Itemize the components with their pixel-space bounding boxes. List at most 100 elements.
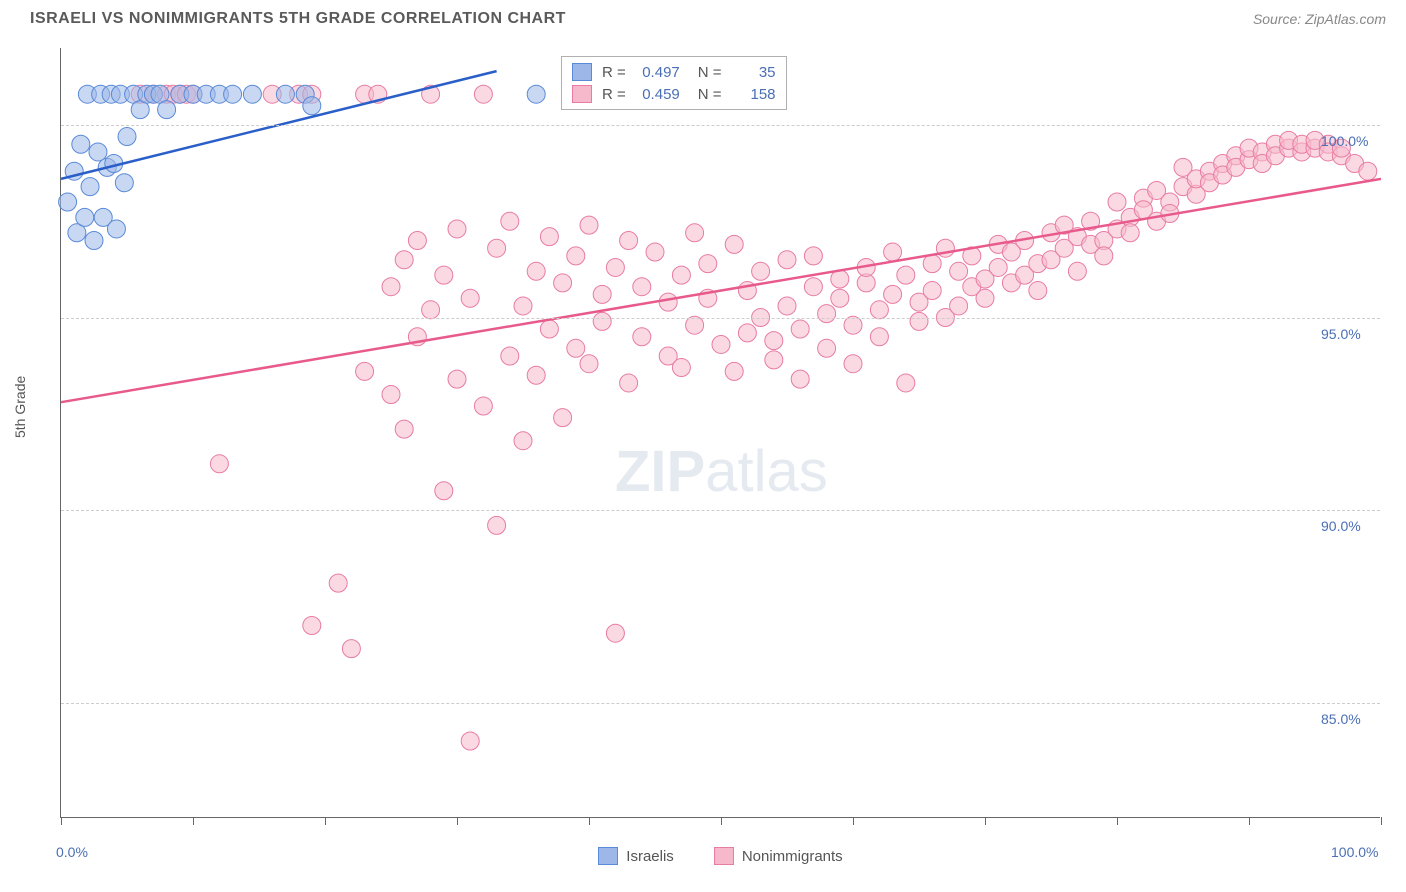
y-tick-label: 100.0% — [1321, 133, 1368, 149]
data-point — [897, 266, 915, 284]
trend-line — [61, 179, 1381, 402]
chart-header: ISRAELI VS NONIMMIGRANTS 5TH GRADE CORRE… — [0, 0, 1406, 36]
legend-swatch-icon — [598, 847, 618, 865]
x-tick — [325, 817, 326, 825]
data-point — [276, 85, 294, 103]
y-tick-label: 90.0% — [1321, 518, 1361, 534]
legend-item: Nonimmigrants — [714, 847, 843, 865]
data-point — [606, 624, 624, 642]
data-point — [950, 262, 968, 280]
data-point — [356, 362, 374, 380]
data-point — [554, 274, 572, 292]
legend-label: Israelis — [626, 848, 674, 865]
data-point — [778, 297, 796, 315]
data-point — [395, 420, 413, 438]
legend-n-label: N = — [698, 86, 722, 103]
data-point — [831, 289, 849, 307]
data-point — [1359, 162, 1377, 180]
chart-source: Source: ZipAtlas.com — [1253, 11, 1386, 27]
data-point — [540, 228, 558, 246]
legend-r-value: 0.497 — [632, 64, 680, 81]
data-point — [303, 617, 321, 635]
data-point — [527, 262, 545, 280]
data-point — [107, 220, 125, 238]
data-point — [738, 324, 756, 342]
chart-title: ISRAELI VS NONIMMIGRANTS 5TH GRADE CORRE… — [30, 10, 566, 28]
data-point — [210, 455, 228, 473]
x-tick — [193, 817, 194, 825]
data-point — [593, 285, 611, 303]
data-point — [501, 347, 519, 365]
data-point — [752, 262, 770, 280]
data-point — [804, 278, 822, 296]
data-point — [580, 216, 598, 234]
legend-r-label: R = — [602, 86, 626, 103]
data-point — [791, 320, 809, 338]
data-point — [501, 212, 519, 230]
data-point — [158, 101, 176, 119]
data-point — [461, 732, 479, 750]
x-tick — [589, 817, 590, 825]
data-point — [72, 135, 90, 153]
data-point — [870, 328, 888, 346]
data-point — [620, 232, 638, 250]
data-point — [540, 320, 558, 338]
y-axis-label: 5th Grade — [12, 376, 28, 438]
data-point — [765, 351, 783, 369]
data-point — [765, 332, 783, 350]
legend-swatch-icon — [572, 63, 592, 81]
data-point — [580, 355, 598, 373]
data-point — [435, 266, 453, 284]
data-point — [474, 85, 492, 103]
data-point — [303, 97, 321, 115]
legend-stat-row: R =0.497N =35 — [572, 61, 776, 83]
chart-plot-area: ZIPatlas R =0.497N =35R =0.459N =158 Isr… — [60, 48, 1380, 818]
data-point — [76, 208, 94, 226]
series-legend: Israelis Nonimmigrants — [61, 847, 1380, 865]
data-point — [448, 370, 466, 388]
data-point — [686, 316, 704, 334]
data-point — [686, 224, 704, 242]
data-point — [81, 178, 99, 196]
data-point — [1068, 262, 1086, 280]
legend-r-value: 0.459 — [632, 86, 680, 103]
data-point — [224, 85, 242, 103]
legend-item: Israelis — [598, 847, 674, 865]
data-point — [395, 251, 413, 269]
data-point — [329, 574, 347, 592]
x-tick — [1249, 817, 1250, 825]
data-point — [382, 278, 400, 296]
legend-n-label: N = — [698, 64, 722, 81]
data-point — [488, 516, 506, 534]
legend-label: Nonimmigrants — [742, 848, 843, 865]
data-point — [567, 339, 585, 357]
y-tick-label: 85.0% — [1321, 711, 1361, 727]
data-point — [243, 85, 261, 103]
x-tick — [1381, 817, 1382, 825]
gridline-h — [61, 125, 1380, 126]
data-point — [659, 293, 677, 311]
data-point — [633, 278, 651, 296]
legend-stat-row: R =0.459N =158 — [572, 83, 776, 105]
data-point — [89, 143, 107, 161]
data-point — [725, 235, 743, 253]
x-tick — [985, 817, 986, 825]
data-point — [118, 128, 136, 146]
data-point — [59, 193, 77, 211]
data-point — [1095, 247, 1113, 265]
data-point — [435, 482, 453, 500]
data-point — [804, 247, 822, 265]
data-point — [778, 251, 796, 269]
data-point — [844, 316, 862, 334]
data-point — [514, 432, 532, 450]
data-point — [1029, 282, 1047, 300]
data-point — [646, 243, 664, 261]
x-tick — [853, 817, 854, 825]
legend-r-label: R = — [602, 64, 626, 81]
data-point — [382, 386, 400, 404]
data-point — [527, 366, 545, 384]
data-point — [672, 359, 690, 377]
x-tick-label: 100.0% — [1331, 844, 1378, 860]
data-point — [844, 355, 862, 373]
data-point — [818, 339, 836, 357]
